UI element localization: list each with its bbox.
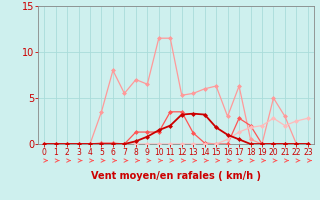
X-axis label: Vent moyen/en rafales ( km/h ): Vent moyen/en rafales ( km/h ) xyxy=(91,171,261,181)
